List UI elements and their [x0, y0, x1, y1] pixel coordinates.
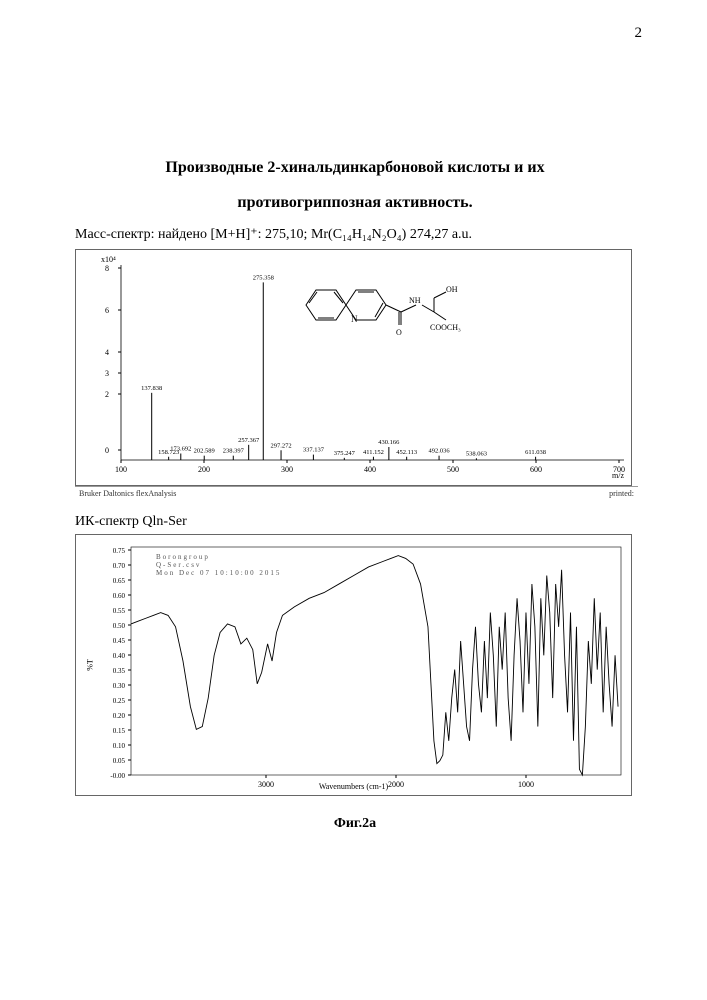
svg-text:611.038: 611.038 [525, 449, 546, 456]
svg-text:452.113: 452.113 [396, 449, 417, 456]
ms-footer-left: Bruker Daltonics flexAnalysis [79, 489, 176, 498]
ir-x-axis-label: Wavenumbers (cm-1) [319, 782, 388, 791]
svg-text:100: 100 [115, 465, 127, 474]
svg-text:173.692: 173.692 [170, 446, 191, 453]
ir-caption: ИК-спектр Qln-Ser [75, 514, 635, 530]
svg-text:1000: 1000 [518, 780, 534, 789]
svg-text:411.152: 411.152 [363, 449, 384, 456]
svg-text:0.50: 0.50 [113, 622, 126, 630]
svg-text:NH: NH [409, 296, 421, 305]
svg-text:6: 6 [105, 306, 109, 315]
svg-text:500: 500 [447, 465, 459, 474]
svg-text:0.40: 0.40 [113, 652, 126, 660]
svg-text:3000: 3000 [258, 780, 274, 789]
page-number: 2 [635, 25, 643, 42]
svg-text:492.036: 492.036 [428, 448, 450, 455]
svg-text:4: 4 [105, 348, 109, 357]
svg-text:COOCH₃: COOCH₃ [430, 323, 461, 332]
mass-spectrum-chart: x10⁴864320100200300400500600700m/z137.83… [75, 249, 632, 486]
svg-text:8: 8 [105, 264, 109, 273]
ir-y-axis-label: %T [85, 660, 94, 672]
svg-text:300: 300 [281, 465, 293, 474]
ms-footer: Bruker Daltonics flexAnalysis printed: [75, 486, 638, 500]
svg-text:257.367: 257.367 [238, 437, 260, 444]
svg-text:0.75: 0.75 [113, 547, 126, 555]
document-title: Производные 2-хинальдинкарбоновой кислот… [75, 150, 635, 220]
svg-text:2: 2 [105, 390, 109, 399]
svg-text:0.55: 0.55 [113, 607, 126, 615]
ir-header-3: Mon Dec 07 10:10:00 2015 [156, 569, 281, 577]
ms-caption: Масс-спектр: найдено [M+H]⁺: 275,10; Mr(… [75, 226, 635, 243]
svg-text:0.45: 0.45 [113, 637, 126, 645]
svg-text:137.838: 137.838 [141, 385, 162, 392]
svg-text:0.65: 0.65 [113, 577, 126, 585]
svg-text:0.35: 0.35 [113, 667, 126, 675]
svg-text:-0.00: -0.00 [110, 772, 125, 780]
page-content: Производные 2-хинальдинкарбоновой кислот… [75, 150, 635, 832]
svg-text:200: 200 [198, 465, 210, 474]
svg-text:m/z: m/z [612, 471, 624, 480]
molecule-structure: N O NH OH COOCH₃ [296, 270, 466, 340]
svg-text:375.247: 375.247 [334, 450, 356, 457]
svg-text:538.063: 538.063 [466, 451, 487, 458]
svg-text:337.137: 337.137 [303, 447, 325, 454]
svg-text:0.30: 0.30 [113, 682, 126, 690]
svg-text:0.70: 0.70 [113, 562, 126, 570]
svg-text:297.272: 297.272 [270, 443, 291, 450]
svg-text:3: 3 [105, 369, 109, 378]
svg-text:N: N [351, 314, 358, 324]
svg-text:275.358: 275.358 [253, 275, 274, 282]
svg-text:x10⁴: x10⁴ [101, 255, 116, 264]
svg-text:OH: OH [446, 285, 458, 294]
svg-text:400: 400 [364, 465, 376, 474]
svg-text:202.589: 202.589 [194, 448, 215, 455]
svg-text:O: O [396, 328, 402, 337]
figure-caption: Фиг.2а [75, 816, 635, 832]
svg-text:0.05: 0.05 [113, 757, 126, 765]
svg-text:2000: 2000 [388, 780, 404, 789]
svg-text:430.166: 430.166 [378, 439, 400, 446]
svg-text:0.25: 0.25 [113, 697, 126, 705]
svg-text:0.60: 0.60 [113, 592, 126, 600]
ir-header-1: Borongroup [156, 553, 210, 561]
ir-header-2: Q-Ser.csv [156, 561, 201, 569]
svg-text:0.20: 0.20 [113, 712, 126, 720]
svg-text:0: 0 [105, 446, 109, 455]
title-line-1: Производные 2-хинальдинкарбоновой кислот… [75, 150, 635, 185]
title-line-2: противогриппозная активность. [75, 185, 635, 220]
svg-text:600: 600 [530, 465, 542, 474]
svg-text:0.10: 0.10 [113, 742, 126, 750]
ir-spectrum-chart: 0.75 0.70 0.65 0.60 0.55 0.50 0.45 0.40 0.35 0.30… [75, 534, 632, 796]
svg-text:0.15: 0.15 [113, 727, 126, 735]
svg-text:238.397: 238.397 [223, 448, 245, 455]
ms-footer-right: printed: [609, 489, 634, 498]
